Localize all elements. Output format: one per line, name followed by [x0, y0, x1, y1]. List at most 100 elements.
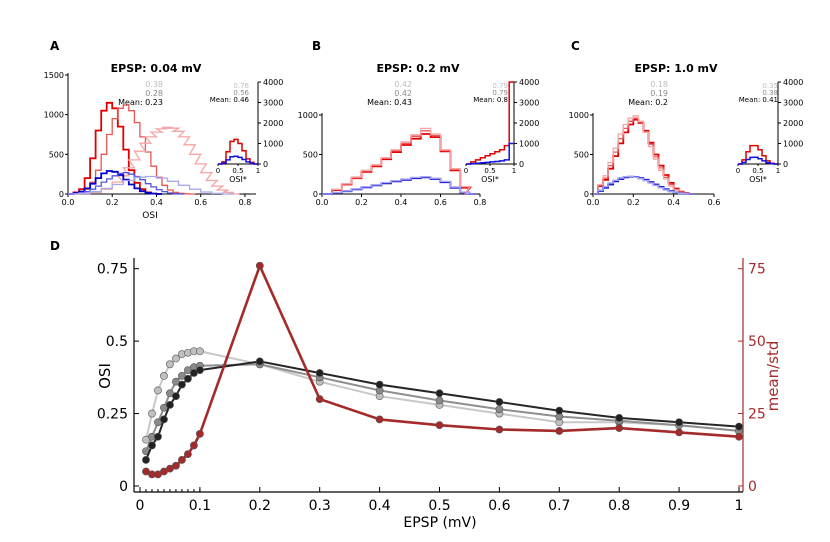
y-tick-label: 1000 — [298, 111, 318, 120]
panel-d-x-tick-label: 0.4 — [368, 498, 390, 514]
series-point — [495, 425, 504, 434]
inset-x-tick-label: 1 — [512, 167, 516, 175]
panel-d-x-tick-label: 0.5 — [428, 498, 450, 514]
panel-a-title: EPSP: 0.04 mV — [111, 62, 202, 75]
inset-x-tick-label: 1 — [256, 167, 260, 175]
panel-d-y-tick-label: 0 — [119, 479, 128, 495]
histogram-red-light — [322, 127, 476, 195]
series-line — [145, 360, 740, 461]
series-point — [190, 441, 198, 450]
series-point — [555, 427, 564, 435]
series-point — [142, 456, 150, 464]
inset-c-mean-light: 0.35 — [762, 82, 778, 90]
panel-b-mean-light: 0.42 — [394, 80, 412, 89]
series-point — [435, 389, 444, 398]
series-point — [195, 347, 204, 356]
x-tick-label: 0.4 — [395, 198, 408, 207]
panel-b-title: EPSP: 0.2 mV — [376, 62, 460, 75]
series-point — [735, 432, 743, 441]
histogram-blue-light — [593, 175, 694, 195]
inset-y-tick-label: 2000 — [519, 119, 539, 128]
inset-xlabel: OSI* — [749, 175, 767, 184]
inset-x-tick-label: 0.5 — [752, 167, 763, 175]
panel-d-y-tick-label-right: 25 — [748, 407, 766, 423]
panel-b-mean-labels: 0.42 0.42 Mean: 0.43 — [367, 80, 412, 107]
panel-label-a: A — [50, 39, 60, 53]
inset-c-mean-dark: Mean: 0.41 — [739, 96, 778, 104]
series-line — [145, 363, 740, 452]
x-tick-label: 0.6 — [194, 198, 207, 207]
panel-d-x-tick-label: 0 — [136, 498, 145, 514]
panel-b-mean-mid: 0.42 — [394, 89, 412, 98]
histogram-red-mid — [322, 130, 476, 195]
series-point — [495, 405, 504, 414]
panel-d-x-tick-label: 0.7 — [548, 498, 570, 514]
y-tick-label: 1500 — [44, 71, 64, 80]
panel-d-x-tick-label: 0.9 — [668, 498, 690, 514]
series-point — [160, 371, 168, 380]
panel-label-b: B — [312, 39, 321, 53]
panel-d-y-tick-label-right: 75 — [748, 262, 766, 278]
series-point — [148, 409, 156, 418]
inset-y-tick-label: 3000 — [263, 99, 283, 108]
panel-d-linechart: 0 0.25 0.5 0.75 0 25 50 75 0 0.1 0.2 0.3 0.4 0.5 0.6 0.… — [97, 258, 766, 514]
series-point — [172, 392, 180, 401]
x-tick-label: 0.0 — [62, 198, 75, 207]
x-tick-label: 0.2 — [627, 198, 640, 207]
panel-d-x-tick-label: 0.8 — [608, 498, 630, 514]
panel-c-inset: 0 1000 2000 3000 4000 0 0.5 1 OSI* — [736, 78, 804, 184]
series-point — [315, 395, 324, 403]
panel-d-x-tick-label: 0.6 — [488, 498, 510, 514]
series-point — [615, 414, 624, 422]
inset-histogram-red — [738, 144, 778, 165]
panel-d-y-tick-label: 0.75 — [97, 262, 128, 278]
panel-d-y-tick-label-right: 50 — [748, 334, 766, 350]
histogram-blue-dark — [68, 170, 162, 195]
inset-xlabel: OSI* — [481, 175, 499, 184]
panel-d-ylabel: OSI — [96, 363, 114, 389]
inset-x-tick-label: 0 — [216, 167, 220, 175]
y-tick-label: 0 — [313, 190, 318, 199]
inset-y-tick-label: 4000 — [263, 78, 283, 87]
panel-d-x-tick-label: 0.2 — [249, 498, 271, 514]
inset-b-mean-light: 0.79 — [492, 82, 508, 90]
y-tick-label: 1000 — [44, 111, 64, 120]
inset-histogram-red — [218, 138, 258, 165]
series-point — [154, 432, 162, 441]
panel-a-mean-mid: 0.28 — [145, 89, 163, 98]
inset-c-mean-labels: 0.35 0.38 Mean: 0.41 — [739, 82, 778, 104]
inset-y-tick-label: 2000 — [263, 119, 283, 128]
series-point — [615, 424, 624, 432]
panel-a-inset: 0 1000 2000 3000 4000 0 0.5 1 OSI* — [216, 78, 284, 184]
series-point — [675, 418, 683, 427]
series-point — [375, 415, 384, 424]
inset-y-tick-label: 1000 — [263, 140, 283, 149]
panel-c-mean-labels: 0.18 0.19 Mean: 0.2 — [628, 80, 668, 107]
inset-histogram-blue — [218, 155, 258, 165]
panel-a-histogram: 0 500 1000 1500 0.0 0.2 0.4 0.6 0.8 — [44, 71, 256, 207]
inset-y-tick-label: 1000 — [783, 140, 803, 149]
histogram-red-light — [593, 115, 694, 195]
inset-histogram-red — [466, 81, 514, 165]
inset-y-tick-label: 2000 — [783, 119, 803, 128]
x-tick-label: 0.4 — [150, 198, 163, 207]
inset-a-mean-light: 0.76 — [233, 82, 249, 90]
panel-d-y-tick-label: 0.25 — [97, 407, 128, 423]
histogram-red-dark — [322, 133, 476, 195]
histogram-red-light — [68, 126, 240, 195]
inset-x-tick-label: 0.5 — [484, 167, 495, 175]
series-point — [166, 400, 174, 409]
series-point — [735, 422, 743, 431]
series-point — [154, 386, 162, 395]
panel-label-c: C — [571, 39, 580, 53]
series-point — [172, 461, 180, 470]
y-tick-label: 500 — [49, 150, 64, 159]
histogram-blue-light — [68, 175, 234, 195]
y-tick-label: 500 — [303, 151, 318, 160]
series-point — [675, 428, 683, 437]
series-point — [184, 374, 192, 383]
x-tick-label: 0.0 — [587, 198, 600, 207]
series-point — [255, 357, 264, 366]
inset-y-tick-label: 0 — [519, 160, 524, 169]
